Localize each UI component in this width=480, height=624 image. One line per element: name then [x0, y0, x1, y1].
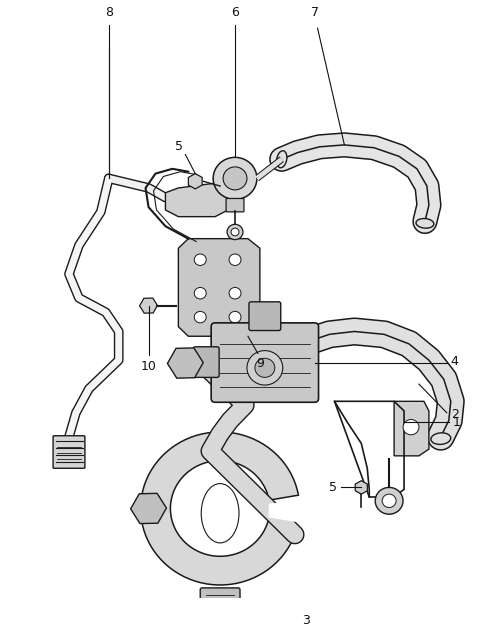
- Circle shape: [229, 288, 241, 299]
- Polygon shape: [394, 401, 429, 456]
- Circle shape: [194, 288, 206, 299]
- Text: 5: 5: [175, 140, 183, 152]
- Ellipse shape: [416, 218, 434, 228]
- FancyBboxPatch shape: [226, 198, 244, 212]
- Circle shape: [194, 254, 206, 265]
- FancyBboxPatch shape: [193, 347, 219, 378]
- Circle shape: [229, 311, 241, 323]
- Text: 9: 9: [256, 358, 264, 370]
- FancyBboxPatch shape: [211, 323, 319, 402]
- FancyBboxPatch shape: [53, 436, 85, 468]
- Text: 10: 10: [141, 360, 156, 373]
- Ellipse shape: [303, 332, 316, 351]
- Circle shape: [194, 311, 206, 323]
- Circle shape: [382, 494, 396, 507]
- Ellipse shape: [201, 484, 239, 543]
- Polygon shape: [179, 238, 260, 336]
- Text: 8: 8: [105, 6, 113, 19]
- FancyBboxPatch shape: [200, 588, 240, 616]
- Text: 2: 2: [451, 408, 459, 421]
- Circle shape: [255, 358, 275, 378]
- Text: 7: 7: [311, 6, 319, 19]
- Circle shape: [403, 419, 419, 435]
- FancyBboxPatch shape: [249, 302, 281, 331]
- Text: 5: 5: [329, 481, 337, 494]
- Polygon shape: [166, 183, 228, 217]
- Circle shape: [231, 228, 239, 236]
- Text: 4: 4: [451, 354, 459, 368]
- Ellipse shape: [276, 151, 287, 168]
- Circle shape: [213, 157, 257, 200]
- Text: 3: 3: [301, 614, 310, 624]
- Circle shape: [229, 254, 241, 265]
- Text: 6: 6: [231, 6, 239, 19]
- Circle shape: [247, 351, 283, 385]
- Polygon shape: [269, 502, 300, 522]
- Polygon shape: [141, 432, 299, 585]
- Text: 1: 1: [453, 416, 461, 429]
- Circle shape: [223, 167, 247, 190]
- Circle shape: [227, 224, 243, 240]
- Circle shape: [375, 487, 403, 514]
- Ellipse shape: [431, 433, 451, 444]
